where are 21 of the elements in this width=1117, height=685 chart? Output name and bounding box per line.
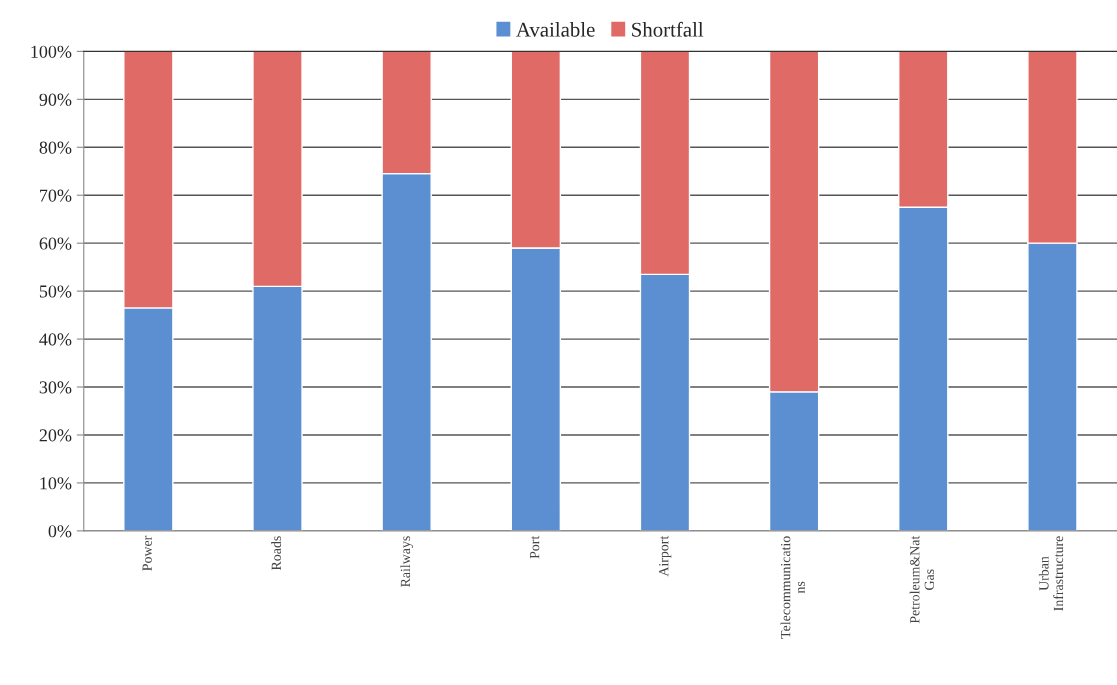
y-tick-label: 20% — [39, 429, 72, 442]
x-tick-label: Power — [142, 535, 152, 571]
x-tick-label: Port — [530, 535, 540, 559]
y-tick-label: 90% — [39, 93, 72, 106]
y-tick-label: 60% — [39, 237, 72, 250]
x-tick-label: Urban Infrastructure — [1038, 536, 1064, 611]
x-tick-label: Petroleum&Nat Gas — [909, 535, 935, 624]
x-tick-label: Airport — [659, 535, 672, 577]
y-tick-label: 40% — [39, 333, 72, 346]
y-tick-label: 80% — [39, 141, 72, 154]
y-tick-label: 0% — [48, 525, 72, 538]
legend-label: Available — [516, 22, 595, 37]
legend-label: Shortfall — [632, 21, 704, 37]
y-tick-label: 30% — [39, 381, 72, 394]
x-tick-label: Telecommunicatio ns — [780, 536, 805, 639]
y-tick-label: 100% — [31, 45, 72, 58]
y-tick-label: 50% — [39, 285, 72, 298]
x-tick-label: Roads — [271, 536, 281, 571]
y-tick-label: 70% — [40, 189, 72, 202]
y-tick-label: 10% — [40, 477, 72, 490]
x-tick-label: Railways — [400, 536, 413, 588]
